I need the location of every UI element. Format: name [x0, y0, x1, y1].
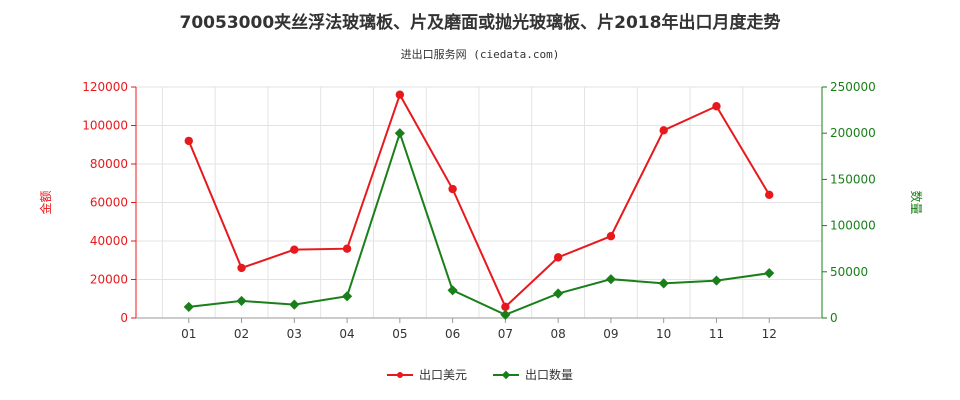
data-point-amount: [184, 136, 193, 146]
x-axis-tick-label: 12: [762, 327, 777, 341]
left-axis-tick-label: 120000: [82, 80, 128, 94]
x-axis-tick-label: 10: [656, 327, 671, 341]
right-axis-tick-label: 250000: [830, 80, 876, 94]
data-point-amount: [395, 90, 405, 99]
data-point-amount: [659, 126, 668, 135]
x-axis-tick-label: 01: [181, 327, 196, 341]
legend-marker-amount: [396, 371, 403, 378]
legend-label-amount: 出口美元: [418, 368, 467, 382]
x-axis-tick-label: 11: [709, 327, 724, 341]
legend: 出口美元 出口数量: [0, 366, 960, 383]
x-axis-tick-label: 05: [392, 327, 407, 341]
data-point-amount: [553, 253, 563, 262]
right-axis-title: 数量: [909, 190, 924, 214]
data-point-quantity: [289, 299, 300, 310]
data-point-amount: [712, 102, 721, 111]
right-axis-tick-label: 50000: [830, 265, 868, 279]
left-axis-tick-label: 60000: [90, 196, 128, 210]
legend-marker-quantity: [501, 370, 511, 379]
left-axis-title: 金额: [38, 190, 53, 214]
x-axis-tick-label: 09: [603, 327, 618, 341]
x-axis-tick-label: 02: [234, 327, 249, 341]
data-point-quantity: [500, 309, 511, 320]
left-axis-tick-label: 40000: [90, 234, 128, 248]
left-axis-tick-label: 0: [120, 311, 128, 325]
legend-label-quantity: 出口数量: [525, 368, 574, 382]
data-point-amount: [342, 244, 352, 253]
left-axis-tick-label: 80000: [90, 157, 128, 171]
x-axis-tick-label: 06: [445, 327, 460, 341]
data-point-amount: [606, 231, 616, 241]
series-line-quantity: [188, 130, 770, 316]
chart-title: 70053000夹丝浮法玻璃板、片及磨面或抛光玻璃板、片2018年出口月度走势: [179, 13, 781, 33]
data-point-amount: [237, 263, 246, 273]
x-axis-tick-label: 07: [498, 327, 513, 341]
data-point-quantity: [341, 291, 353, 302]
series-line-amount: [187, 92, 771, 309]
data-point-amount: [501, 302, 510, 312]
x-axis-tick-label: 03: [287, 327, 302, 341]
right-axis-tick-label: 200000: [830, 126, 876, 140]
legend-item-amount[interactable]: 出口美元: [386, 366, 467, 383]
data-point-quantity: [183, 301, 194, 313]
x-axis-tick-label: 08: [551, 327, 566, 341]
data-point-amount: [448, 184, 457, 194]
data-point-quantity: [711, 275, 722, 286]
data-point-quantity: [447, 285, 458, 296]
data-point-quantity: [553, 288, 564, 299]
legend-swatch-amount: [386, 370, 413, 380]
left-axis-tick-label: 100000: [82, 119, 128, 133]
left-axis-tick-label: 20000: [90, 273, 128, 287]
chart-subtitle: 进出口服务网 (ciedata.com): [400, 48, 560, 61]
data-point-amount: [290, 245, 299, 254]
right-axis-tick-label: 100000: [830, 219, 876, 233]
data-point-amount: [765, 190, 774, 199]
right-axis-tick-label: 150000: [830, 172, 876, 186]
legend-swatch-quantity: [493, 370, 519, 380]
x-axis-tick-label: 04: [339, 327, 354, 341]
data-point-quantity: [236, 295, 247, 306]
data-point-quantity: [764, 268, 775, 279]
data-point-quantity: [605, 274, 617, 285]
legend-item-quantity[interactable]: 出口数量: [493, 366, 573, 383]
data-point-quantity: [394, 128, 405, 139]
right-axis-tick-label: 0: [830, 311, 838, 325]
